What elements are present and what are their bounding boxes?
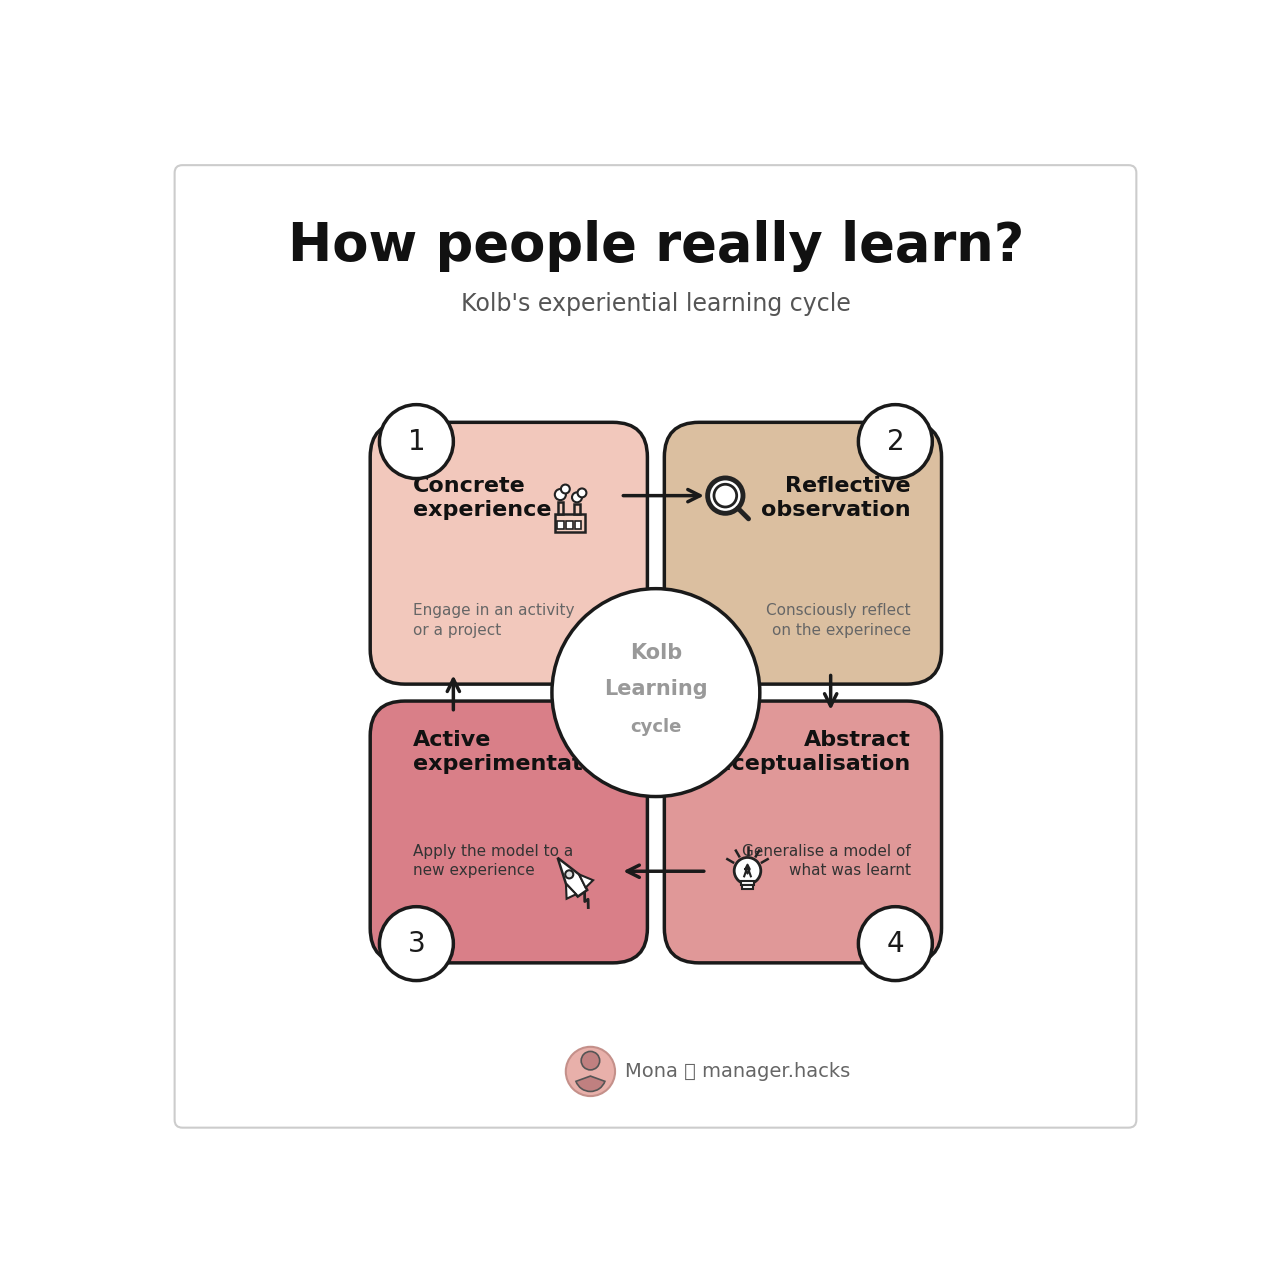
Circle shape	[858, 906, 932, 980]
FancyBboxPatch shape	[558, 521, 564, 529]
Text: Apply the model to a
new experience: Apply the model to a new experience	[413, 844, 573, 878]
Polygon shape	[565, 883, 576, 899]
Text: How people really learn?: How people really learn?	[288, 220, 1024, 271]
Polygon shape	[558, 858, 587, 896]
FancyBboxPatch shape	[555, 515, 585, 531]
Circle shape	[581, 1051, 600, 1070]
Circle shape	[553, 589, 760, 796]
Polygon shape	[579, 874, 593, 887]
FancyBboxPatch shape	[565, 521, 573, 529]
Text: Active
experimentation: Active experimentation	[413, 731, 622, 774]
FancyBboxPatch shape	[370, 422, 647, 684]
Circle shape	[707, 477, 743, 513]
Text: Kolb's experiential learning cycle: Kolb's experiential learning cycle	[460, 292, 851, 316]
FancyBboxPatch shape	[742, 884, 753, 888]
FancyBboxPatch shape	[558, 502, 563, 515]
Text: Consciously reflect
on the experinece: Consciously reflect on the experinece	[766, 603, 911, 637]
Text: Generalise a model of
what was learnt: Generalise a model of what was learnt	[742, 844, 911, 878]
Text: Abstract
conceptualisation: Abstract conceptualisation	[688, 731, 911, 774]
Text: 4: 4	[886, 929, 904, 957]
Circle shape	[858, 404, 932, 479]
Text: Concrete
experience: Concrete experience	[413, 476, 551, 520]
FancyBboxPatch shape	[574, 504, 579, 515]
Text: 3: 3	[408, 929, 426, 957]
FancyBboxPatch shape	[742, 881, 753, 884]
Text: 2: 2	[886, 428, 904, 456]
FancyBboxPatch shape	[664, 422, 941, 684]
FancyBboxPatch shape	[370, 701, 647, 963]
Text: Engage in an activity
or a project: Engage in an activity or a project	[413, 603, 574, 637]
Text: cycle: cycle	[631, 718, 682, 736]
Circle shape	[380, 906, 453, 980]
Circle shape	[565, 1047, 615, 1096]
Circle shape	[572, 493, 582, 502]
Text: Learning: Learning	[604, 678, 707, 699]
Text: 1: 1	[408, 428, 425, 456]
Circle shape	[578, 489, 586, 498]
Text: Kolb: Kolb	[629, 643, 682, 663]
Circle shape	[380, 404, 453, 479]
FancyBboxPatch shape	[175, 165, 1136, 1128]
FancyBboxPatch shape	[574, 521, 582, 529]
Circle shape	[714, 484, 737, 507]
Circle shape	[555, 489, 565, 500]
Text: Mona ⓘ manager.hacks: Mona ⓘ manager.hacks	[625, 1062, 851, 1080]
Circle shape	[734, 858, 761, 884]
FancyBboxPatch shape	[664, 701, 941, 963]
Text: Reflective
observation: Reflective observation	[761, 476, 911, 520]
Circle shape	[561, 485, 569, 494]
Wedge shape	[576, 1076, 605, 1092]
Circle shape	[565, 870, 573, 878]
